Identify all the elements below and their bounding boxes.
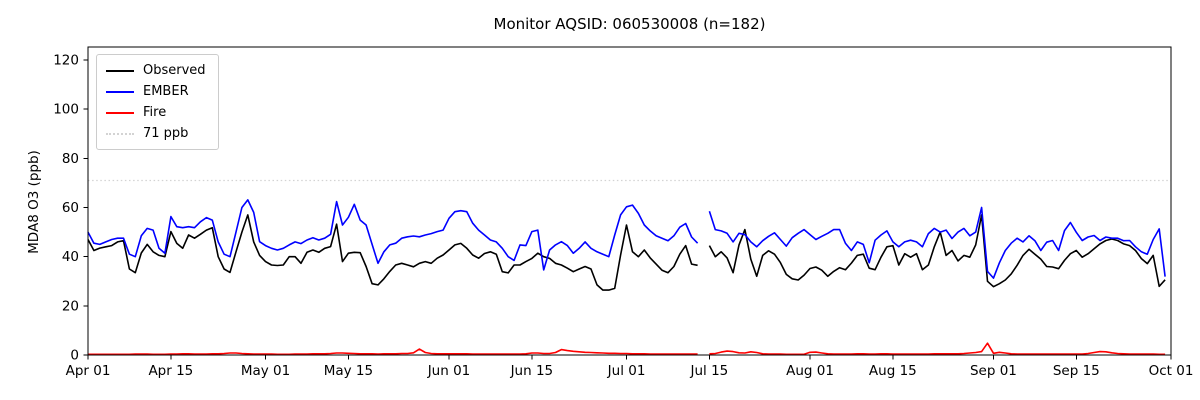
x-tick-label: May 15 <box>324 363 373 379</box>
x-tick-label: Jul 15 <box>690 363 729 379</box>
x-tick-label: Apr 15 <box>148 363 193 379</box>
legend-line-sample <box>106 132 134 135</box>
y-tick-label: 100 <box>53 102 79 118</box>
legend-item-label: EMBER <box>143 84 189 99</box>
x-tick-label: Apr 01 <box>66 363 111 379</box>
legend-line-sample <box>106 111 134 114</box>
x-tick-label: Oct 01 <box>1149 363 1194 379</box>
x-tick-label: Sep 15 <box>1053 363 1100 379</box>
x-tick-label: Jul 01 <box>607 363 646 379</box>
legend: Observed EMBER Fire 71 ppb <box>96 54 219 150</box>
x-tick-label: Aug 15 <box>869 363 917 379</box>
y-tick-label: 120 <box>53 53 79 69</box>
legend-item-observed: Observed <box>106 60 206 81</box>
legend-item-label: Observed <box>143 63 206 78</box>
y-tick-label: 0 <box>70 348 79 364</box>
fire-line <box>88 342 1166 356</box>
x-tick-label: Sep 01 <box>970 363 1017 379</box>
y-tick-label: 60 <box>62 200 79 216</box>
chart-title: Monitor AQSID: 060530008 (n=182) <box>493 15 766 33</box>
legend-item-71-ppb: 71 ppb <box>106 123 206 144</box>
legend-item-fire: Fire <box>106 102 206 123</box>
x-tick-label: Aug 01 <box>786 363 834 379</box>
x-tick-label: May 01 <box>241 363 290 379</box>
observed-line <box>87 214 1166 291</box>
legend-line-sample <box>106 90 134 93</box>
legend-line-sample <box>106 69 134 72</box>
y-tick-label: 20 <box>62 298 79 314</box>
plot-border <box>87 46 1172 356</box>
x-tick-label: Jun 01 <box>427 363 471 379</box>
x-tick-label: Jun 15 <box>510 363 554 379</box>
legend-item-label: 71 ppb <box>143 126 189 141</box>
y-tick-label: 80 <box>62 151 79 167</box>
legend-item-ember: EMBER <box>106 81 206 102</box>
legend-item-label: Fire <box>143 105 167 120</box>
y-tick-label: 40 <box>62 249 79 265</box>
ember-line <box>87 199 1166 279</box>
